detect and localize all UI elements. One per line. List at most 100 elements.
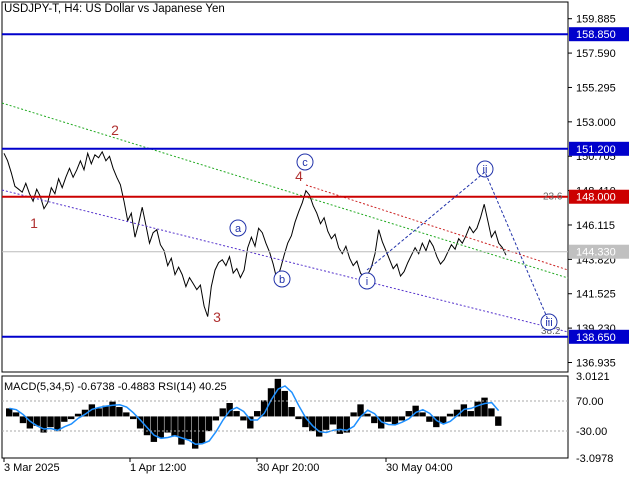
wave-label-major: 2	[111, 122, 119, 138]
indicator-tick-label: 3.0121	[576, 371, 610, 383]
level-price-label: 148.000	[576, 192, 616, 204]
macd-bar	[343, 416, 350, 433]
red-channel-line	[305, 184, 569, 271]
time-tick-label: 1 Apr 12:00	[130, 462, 186, 474]
macd-bar	[391, 416, 399, 425]
macd-bar	[81, 409, 89, 417]
current-price-tag	[569, 244, 629, 259]
macd-bar	[185, 416, 192, 440]
macd-bar	[474, 401, 481, 417]
fib-label: 23.6	[543, 192, 563, 203]
wave-label-circle	[273, 270, 291, 288]
symbol-description: US Dollar vs Japanese Yen	[85, 3, 225, 15]
macd-bar	[405, 411, 412, 417]
macd-bar	[426, 416, 433, 422]
macd-bar	[453, 409, 461, 417]
macd-bar	[68, 416, 75, 420]
time-tick-label: 3 Mar 2025	[4, 462, 60, 474]
wave-label-major: 1	[30, 215, 38, 231]
macd-bar	[350, 412, 357, 417]
macd-bar	[419, 412, 426, 417]
macd-bar	[233, 411, 240, 417]
indicator-label: MACD(5,34,5) -0.6738 -0.4883 RSI(14) 40.…	[4, 381, 227, 393]
level-price-tag	[569, 189, 629, 204]
macd-bar	[302, 416, 309, 428]
indicator-tick-label: -3.0978	[576, 453, 613, 465]
macd-bar	[384, 416, 392, 422]
macd-bar	[364, 413, 371, 417]
macd-bar	[178, 416, 185, 445]
price-tick-label: 146.115	[576, 220, 615, 232]
macd-bar	[357, 404, 364, 417]
level-price-tag	[569, 141, 629, 156]
macd-bar	[164, 416, 171, 433]
time-tick-label: 30 Apr 20:00	[257, 462, 319, 474]
macd-bar	[254, 411, 261, 417]
macd-bar	[281, 390, 288, 417]
macd-bar	[54, 416, 61, 432]
macd-bar	[6, 408, 13, 417]
wave-label-circle	[296, 153, 314, 171]
wave-label-major: 4	[295, 168, 303, 184]
green-channel-line	[1, 102, 569, 279]
macd-bar	[116, 407, 123, 417]
macd-bar	[288, 407, 295, 417]
macd-bar	[61, 416, 68, 422]
level-price-label: 138.650	[576, 332, 616, 344]
wave-label-major: 3	[213, 309, 221, 325]
wave-label-minor: i	[366, 276, 368, 288]
level-price-tag	[569, 329, 629, 344]
purple-channel-line	[1, 189, 569, 333]
macd-bar	[446, 413, 454, 417]
indicator-tick-label: 70.00	[576, 396, 604, 408]
macd-bar	[33, 416, 40, 426]
price-tick-label: 159.885	[576, 14, 616, 26]
macd-bar	[274, 378, 282, 417]
wave-label-circle	[229, 219, 247, 237]
macd-bar	[192, 416, 199, 449]
macd-bar	[260, 400, 268, 417]
level-price-label: 151.200	[576, 144, 616, 156]
level-price-label: 158.850	[576, 29, 616, 41]
macd-bar	[40, 416, 47, 433]
macd-bar	[109, 401, 116, 417]
time-tick-label: 30 May 04:00	[386, 462, 453, 474]
price-panel-frame	[1, 1, 569, 373]
macd-bar	[205, 416, 213, 432]
macd-bar	[481, 397, 488, 417]
macd-bar	[136, 416, 144, 429]
macd-bar	[336, 416, 344, 434]
wave-label-circle	[476, 160, 494, 178]
macd-bar	[95, 408, 102, 417]
macd-bar	[488, 408, 495, 417]
current-price-label: 144.330	[576, 247, 616, 259]
macd-bar	[412, 405, 419, 417]
macd-bar	[247, 416, 254, 429]
symbol-label: USDJPY-T, H4:	[4, 3, 83, 15]
macd-bar	[47, 416, 54, 428]
price-line	[3, 150, 507, 317]
price-tick-label: 153.000	[576, 117, 616, 129]
macd-signal-line	[9, 385, 500, 445]
macd-bar	[74, 413, 82, 417]
macd-bar	[143, 416, 151, 436]
price-tick-label: 157.590	[576, 48, 616, 60]
price-tick-label: 155.295	[576, 82, 616, 94]
macd-bar	[26, 416, 34, 429]
macd-bar	[102, 405, 109, 417]
macd-bar	[212, 416, 220, 421]
macd-bar	[240, 416, 247, 421]
macd-bar	[316, 416, 323, 437]
macd-bar	[226, 403, 233, 417]
indicator-panel-frame	[1, 375, 569, 459]
price-tick-label: 136.935	[576, 357, 616, 369]
macd-bar	[267, 388, 275, 417]
price-tick-label: 141.525	[576, 289, 616, 301]
macd-bar	[398, 416, 406, 421]
indicator-tick-label: -30.00	[576, 426, 607, 438]
macd-bar	[309, 416, 316, 432]
macd-bar	[12, 412, 20, 417]
wave-label-minor: ii	[483, 164, 488, 176]
macd-bar	[322, 416, 330, 430]
